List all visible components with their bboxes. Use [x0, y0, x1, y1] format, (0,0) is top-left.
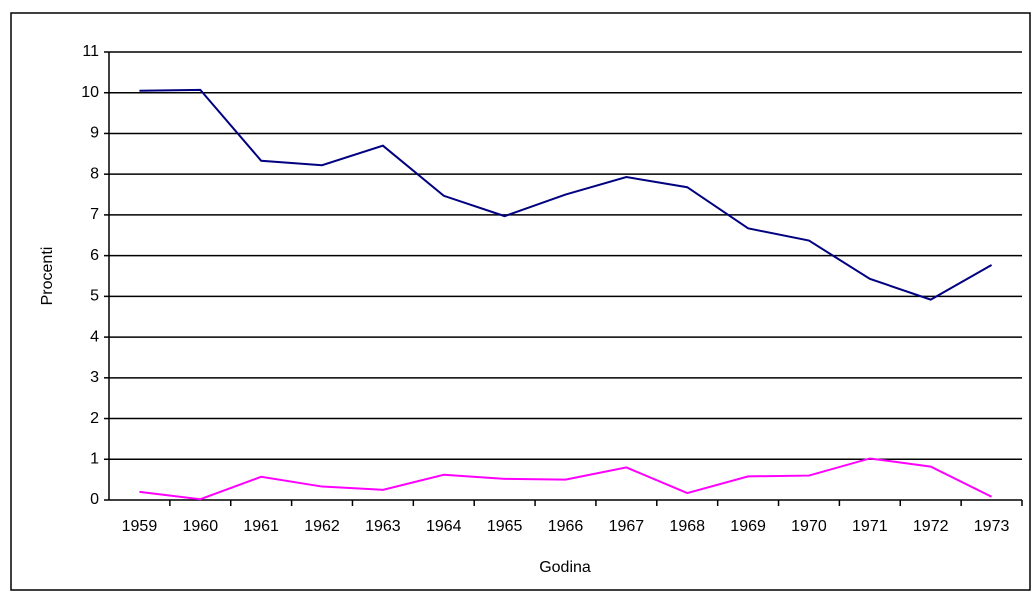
x-tick-label: 1960 [183, 518, 219, 535]
x-tick-label: 1962 [304, 518, 340, 535]
y-tick-label: 3 [90, 369, 99, 386]
y-axis-label: Procenti [39, 247, 56, 306]
x-axis-label: Godina [539, 559, 591, 576]
x-tick-label: 1964 [426, 518, 462, 535]
x-tick-label: 1963 [365, 518, 401, 535]
y-tick-label: 10 [81, 84, 99, 101]
x-tick-label: 1968 [669, 518, 705, 535]
chart-frame [10, 12, 1031, 591]
x-tick-label: 1971 [852, 518, 888, 535]
y-tick-label: 0 [90, 491, 99, 508]
x-tick-label: 1973 [974, 518, 1010, 535]
y-tick-label: 4 [90, 328, 99, 345]
y-tick-label: 1 [90, 450, 99, 467]
x-tick-label: 1972 [913, 518, 949, 535]
x-tick-label: 1966 [548, 518, 584, 535]
y-tick-label: 7 [90, 206, 99, 223]
y-tick-label: 8 [90, 165, 99, 182]
y-tick-label: 5 [90, 288, 99, 305]
x-tick-label: 1965 [487, 518, 523, 535]
y-tick-label: 2 [90, 410, 99, 427]
x-tick-label: 1961 [243, 518, 279, 535]
x-tick-label: 1967 [609, 518, 645, 535]
y-tick-label: 6 [90, 247, 99, 264]
series-line [139, 457, 993, 501]
y-tick-label: 9 [90, 125, 99, 142]
x-tick-label: 1970 [791, 518, 827, 535]
x-tick-label: 1959 [122, 518, 158, 535]
series-line [139, 88, 993, 301]
x-tick-label: 1969 [730, 518, 766, 535]
y-tick-label: 11 [82, 43, 99, 60]
